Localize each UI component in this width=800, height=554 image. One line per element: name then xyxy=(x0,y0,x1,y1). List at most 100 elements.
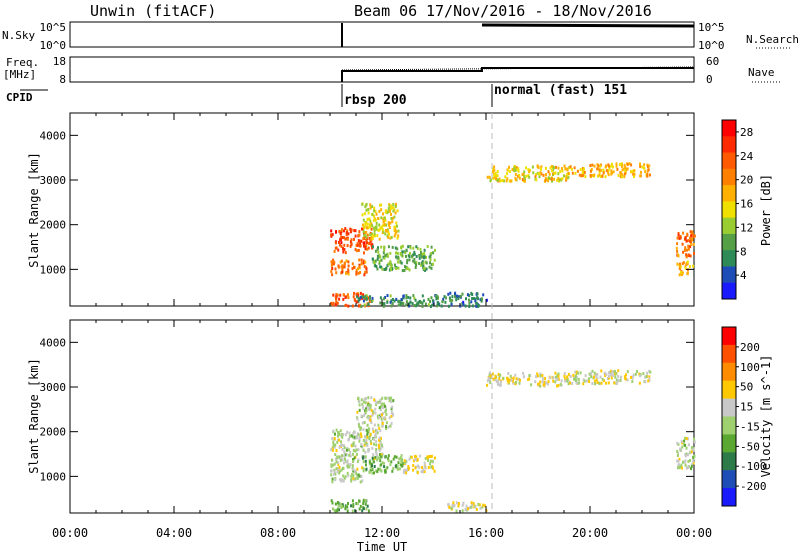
data-cell-0-5 xyxy=(444,300,447,304)
colorbar-swatch xyxy=(722,217,736,235)
data-cell-1-2 xyxy=(336,470,339,474)
data-cell-1-8 xyxy=(596,372,599,376)
colorbar-tick-label: -15 xyxy=(740,420,760,433)
data-cell-1-5 xyxy=(367,509,370,513)
data-cell-0-2 xyxy=(382,217,385,221)
data-cell-0-8 xyxy=(582,167,585,171)
data-cell-1-7 xyxy=(557,378,560,381)
nave-tick-bottom: 0 xyxy=(706,73,713,86)
data-cell-0-7 xyxy=(518,176,521,180)
data-cell-0-4 xyxy=(359,304,361,308)
data-cell-0-2 xyxy=(366,217,369,221)
data-cell-1-2 xyxy=(334,472,337,476)
data-cell-1-5 xyxy=(336,509,339,513)
data-cell-1-7 xyxy=(509,374,512,378)
data-cell-0-1 xyxy=(360,258,363,262)
data-cell-0-3 xyxy=(409,251,411,255)
data-cell-1-7 xyxy=(512,379,514,383)
data-cell-0-2 xyxy=(383,223,386,227)
data-cell-1-8 xyxy=(573,377,575,381)
data-cell-0-9 xyxy=(690,234,693,238)
data-cell-1-1 xyxy=(389,424,392,428)
data-cell-0-7 xyxy=(566,172,569,176)
data-cell-1-9 xyxy=(680,463,683,467)
data-cell-1-7 xyxy=(541,373,544,377)
data-cell-1-0 xyxy=(362,448,365,452)
colorbar-swatch xyxy=(722,434,736,453)
data-cell-1-1 xyxy=(369,406,372,410)
data-cell-1-1 xyxy=(356,417,359,421)
data-cell-1-4 xyxy=(408,457,411,461)
data-cell-1-3 xyxy=(362,467,365,471)
data-cell-0-2 xyxy=(393,225,396,229)
data-cell-0-8 xyxy=(581,171,584,175)
data-cell-1-0 xyxy=(341,448,344,451)
data-cell-1-8 xyxy=(625,373,627,377)
data-cell-1-6 xyxy=(452,501,455,505)
data-cell-0-7 xyxy=(534,173,537,177)
data-cell-1-8 xyxy=(648,377,651,381)
data-cell-0-5 xyxy=(402,302,405,306)
data-cell-0-8 xyxy=(605,169,608,173)
data-cell-1-3 xyxy=(392,457,395,461)
data-cell-1-0 xyxy=(366,435,369,439)
data-cell-1-0 xyxy=(337,438,339,442)
data-cell-0-3 xyxy=(412,259,415,263)
data-cell-1-0 xyxy=(348,453,351,457)
data-cell-1-0 xyxy=(352,441,355,445)
data-cell-1-0 xyxy=(334,443,337,447)
data-cell-0-7 xyxy=(523,177,526,181)
data-cell-1-0 xyxy=(357,433,360,437)
data-cell-1-8 xyxy=(594,382,597,386)
data-cell-1-7 xyxy=(499,373,502,377)
data-cell-1-4 xyxy=(402,471,405,474)
data-cell-1-1 xyxy=(376,414,379,418)
data-cell-1-3 xyxy=(401,460,403,464)
data-cell-0-3 xyxy=(374,259,377,263)
data-cell-1-3 xyxy=(379,459,382,463)
data-cell-1-0 xyxy=(340,443,343,447)
data-cell-0-0 xyxy=(363,237,366,240)
data-cell-0-3 xyxy=(429,258,432,262)
data-cell-1-8 xyxy=(593,375,595,379)
data-cell-0-9 xyxy=(687,244,690,248)
data-cell-1-5 xyxy=(338,508,340,512)
data-cell-1-7 xyxy=(528,374,531,378)
velocity-data xyxy=(330,369,696,513)
data-cell-1-2 xyxy=(352,460,354,463)
data-cell-1-9 xyxy=(681,466,683,470)
data-cell-0-0 xyxy=(363,251,365,255)
power-x-ticks xyxy=(69,113,695,306)
data-cell-0-5 xyxy=(365,294,368,297)
data-cell-0-4 xyxy=(331,303,334,307)
data-cell-0-3 xyxy=(406,258,409,262)
data-cell-1-7 xyxy=(495,379,498,383)
colorbar-swatch xyxy=(722,470,736,489)
data-cell-0-3 xyxy=(421,254,424,258)
data-cell-0-0 xyxy=(356,242,359,246)
data-cell-1-9 xyxy=(686,437,689,441)
data-cell-0-7 xyxy=(521,178,524,181)
data-cell-0-5 xyxy=(386,294,389,297)
data-cell-0-8 xyxy=(620,175,623,179)
data-cell-0-1 xyxy=(347,264,350,268)
data-cell-1-5 xyxy=(350,504,353,508)
data-cell-1-1 xyxy=(367,416,370,420)
y-tick-label: 1000 xyxy=(40,263,67,276)
data-cell-1-0 xyxy=(375,452,378,455)
data-cell-1-0 xyxy=(378,436,381,440)
data-cell-0-2 xyxy=(373,229,376,233)
data-cell-0-3 xyxy=(414,266,417,269)
data-cell-0-6 xyxy=(474,299,477,303)
data-cell-0-10 xyxy=(686,272,689,276)
data-cell-0-5 xyxy=(418,300,421,303)
data-cell-0-0 xyxy=(363,241,366,245)
data-cell-1-8 xyxy=(607,376,610,380)
data-cell-0-1 xyxy=(341,267,344,271)
data-cell-1-8 xyxy=(598,381,601,385)
data-cell-0-9 xyxy=(689,254,692,258)
data-cell-0-8 xyxy=(643,166,646,170)
data-cell-0-0 xyxy=(349,230,352,234)
data-cell-0-5 xyxy=(405,296,408,300)
data-cell-1-4 xyxy=(412,464,415,467)
